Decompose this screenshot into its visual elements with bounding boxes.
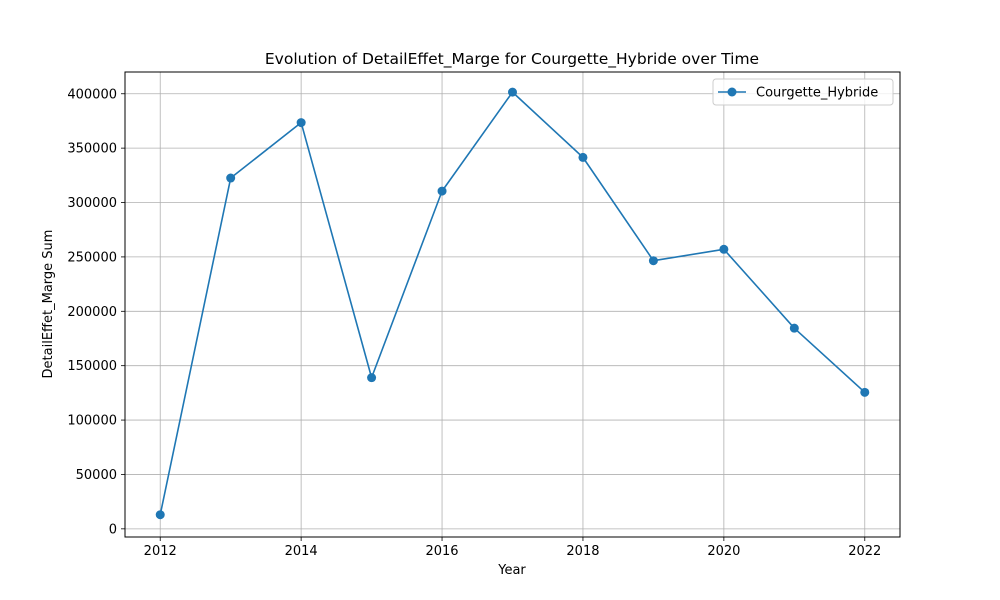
- data-point-2019: [648, 256, 658, 266]
- series-layer: [155, 87, 870, 520]
- data-point-2015: [367, 373, 377, 383]
- data-point-2018: [578, 152, 588, 162]
- data-point-2013: [226, 173, 236, 183]
- y-axis-label: DetailEffet_Marge Sum: [41, 230, 56, 379]
- x-tick-label: 2016: [425, 544, 458, 559]
- data-point-2014: [296, 118, 306, 128]
- x-tick-label: 2020: [707, 544, 740, 559]
- data-point-2020: [719, 244, 729, 254]
- x-tick-label: 2022: [848, 544, 881, 559]
- legend-marker: [727, 87, 737, 97]
- y-tick-label: 300000: [67, 196, 117, 211]
- x-axis-ticks: 2012 2014 2016 2018 2020 2022: [144, 537, 881, 559]
- data-point-2016: [437, 186, 447, 196]
- y-tick-label: 0: [109, 522, 117, 537]
- legend-label: Courgette_Hybride: [756, 86, 878, 101]
- x-tick-label: 2018: [566, 544, 599, 559]
- y-tick-label: 350000: [67, 142, 117, 157]
- y-tick-label: 400000: [67, 87, 117, 102]
- y-axis-ticks: 0 50000 100000 150000 200000 250000 300000 3500…: [67, 87, 125, 537]
- data-point-2017: [508, 87, 517, 97]
- y-tick-label: 200000: [67, 305, 117, 320]
- y-tick-label: 250000: [67, 250, 117, 265]
- y-tick-label: 150000: [67, 359, 117, 374]
- legend: Courgette_Hybride: [712, 78, 894, 106]
- y-tick-label: 100000: [67, 414, 117, 429]
- data-point-2012: [155, 510, 165, 520]
- x-tick-label: 2014: [285, 544, 318, 559]
- plot-frame: [124, 71, 901, 538]
- y-tick-label: 50000: [76, 468, 117, 483]
- chart-title: Evolution of DetailEffet_Marge for Courg…: [265, 50, 759, 69]
- x-axis-label: Year: [497, 563, 526, 578]
- x-tick-label: 2012: [144, 544, 177, 559]
- legend-box: [712, 78, 894, 106]
- data-point-2021: [789, 323, 799, 333]
- data-point-2022: [860, 387, 870, 397]
